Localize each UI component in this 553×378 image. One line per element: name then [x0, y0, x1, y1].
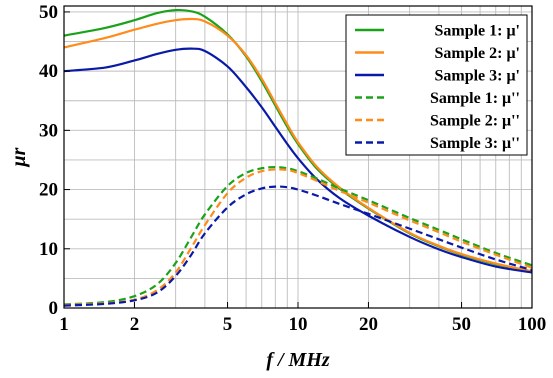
y-tick-label: 10	[39, 239, 58, 260]
x-tick-label: 10	[289, 314, 308, 335]
x-tick-label: 20	[359, 314, 378, 335]
y-tick-label: 30	[39, 120, 58, 141]
y-axis-title: μr	[8, 147, 30, 167]
series-line-6	[63, 185, 533, 307]
legend-label: Sample 1: μ'	[434, 23, 520, 40]
series-line-4	[63, 165, 533, 306]
x-tick-label: 100	[518, 314, 547, 335]
y-tick-label: 40	[39, 61, 58, 82]
x-tick-label: 1	[59, 314, 69, 335]
y-tick-label: 0	[49, 298, 59, 319]
x-tick-label: 5	[223, 314, 233, 335]
legend-label: Sample 3: μ'	[434, 68, 520, 85]
series-line-3	[63, 47, 533, 274]
x-axis-title: f / MHz	[266, 349, 330, 371]
y-tick-label: 20	[39, 180, 58, 201]
legend-box	[345, 14, 528, 156]
x-tick-label: 2	[130, 314, 140, 335]
ticks: 1 2 5 10 20 50 100 0 10 20 30 40 50	[39, 2, 546, 335]
legend-label: Sample 2: μ''	[430, 113, 520, 130]
series-lines	[63, 8, 533, 307]
legend: Sample 1: μ' Sample 2: μ' Sample 3: μ' Samp…	[345, 14, 528, 156]
series-line-5	[63, 168, 533, 307]
series-line-2	[63, 17, 533, 273]
legend-label: Sample 3: μ''	[430, 135, 520, 152]
legend-label: Sample 1: μ''	[430, 90, 520, 107]
legend-label: Sample 2: μ'	[434, 45, 520, 62]
y-tick-label: 50	[39, 2, 58, 23]
x-tick-label: 50	[452, 314, 471, 335]
